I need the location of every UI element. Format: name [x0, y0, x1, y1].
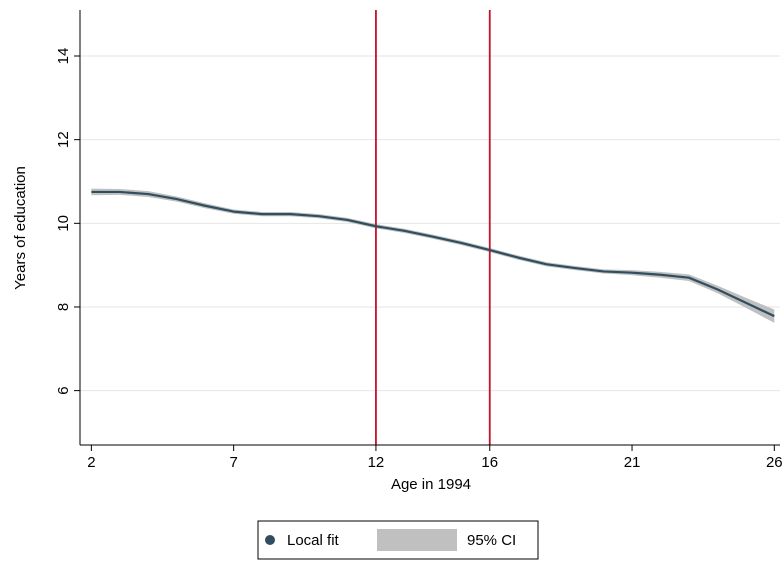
x-tick-label: 16 — [481, 454, 498, 471]
x-axis-title: Age in 1994 — [391, 476, 471, 493]
legend-ci-label: 95% CI — [467, 532, 516, 549]
legend-ci-swatch — [377, 529, 457, 551]
y-tick-label: 8 — [55, 303, 72, 311]
y-tick-label: 14 — [55, 48, 72, 65]
x-tick-label: 26 — [766, 454, 783, 471]
grid-lines — [80, 55, 780, 392]
x-tick-label: 12 — [368, 454, 385, 471]
y-tick-label: 6 — [55, 386, 72, 394]
y-axis-title: Years of education — [12, 166, 29, 290]
x-axis-ticks: 2 7 12 16 21 26 — [87, 445, 783, 471]
legend: Local fit 95% CI — [257, 520, 539, 560]
x-tick-label: 2 — [87, 454, 95, 471]
x-tick-label: 7 — [229, 454, 237, 471]
x-tick-label: 21 — [624, 454, 641, 471]
y-tick-label: 10 — [55, 215, 72, 232]
legend-fit-label: Local fit — [287, 532, 340, 549]
legend-fit-marker — [265, 535, 275, 545]
y-tick-label: 12 — [55, 131, 72, 148]
y-axis-ticks: 6 8 10 12 14 — [55, 48, 80, 395]
fit-line — [91, 190, 775, 318]
fit-series — [91, 190, 775, 318]
vertical-reference-lines — [375, 10, 491, 445]
plot-background — [80, 10, 780, 445]
